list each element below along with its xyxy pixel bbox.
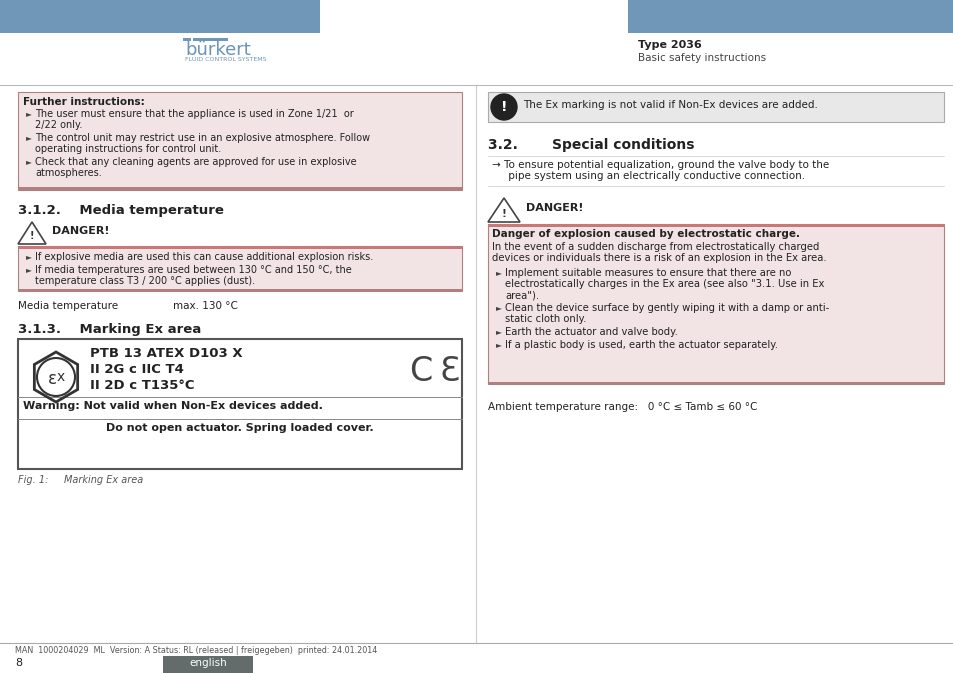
Text: Media temperature: Media temperature	[18, 301, 118, 311]
Text: Type 2036: Type 2036	[638, 40, 701, 50]
Text: II 2G c IIC T4: II 2G c IIC T4	[90, 363, 184, 376]
Text: temperature class T3 / 200 °C applies (dust).: temperature class T3 / 200 °C applies (d…	[35, 276, 254, 286]
Text: DANGER!: DANGER!	[525, 203, 583, 213]
Text: !: !	[500, 100, 507, 114]
Text: Check that any cleaning agents are approved for use in explosive: Check that any cleaning agents are appro…	[35, 157, 356, 167]
Text: english: english	[189, 658, 227, 668]
Text: area").: area").	[504, 290, 538, 300]
Text: If a plastic body is used, earth the actuator separately.: If a plastic body is used, earth the act…	[504, 340, 778, 350]
Text: → To ensure potential equalization, ground the valve body to the: → To ensure potential equalization, grou…	[492, 160, 828, 170]
Bar	[488, 224, 943, 227]
Text: Clean the device surface by gently wiping it with a damp or anti-: Clean the device surface by gently wipin…	[504, 303, 828, 313]
Circle shape	[491, 94, 517, 120]
Text: If explosive media are used this can cause additional explosion risks.: If explosive media are used this can cau…	[35, 252, 373, 262]
Text: Do not open actuator. Spring loaded cover.: Do not open actuator. Spring loaded cove…	[106, 423, 374, 433]
Text: ►: ►	[26, 252, 31, 261]
Text: The Ex marking is not valid if Non-Ex devices are added.: The Ex marking is not valid if Non-Ex de…	[522, 100, 817, 110]
Text: DANGER!: DANGER!	[52, 226, 110, 236]
Text: devices or individuals there is a risk of an explosion in the Ex area.: devices or individuals there is a risk o…	[492, 253, 825, 263]
Bar	[183, 38, 191, 41]
Text: The control unit may restrict use in an explosive atmosphere. Follow: The control unit may restrict use in an …	[35, 133, 370, 143]
Text: PTB 13 ATEX D103 X: PTB 13 ATEX D103 X	[90, 347, 242, 360]
Text: Earth the actuator and valve body.: Earth the actuator and valve body.	[504, 327, 678, 337]
Text: 3.1.2.    Media temperature: 3.1.2. Media temperature	[18, 204, 224, 217]
Text: ►: ►	[496, 340, 501, 349]
Bar	[18, 339, 461, 469]
Bar	[18, 289, 461, 291]
Text: static cloth only.: static cloth only.	[504, 314, 586, 324]
Text: operating instructions for control unit.: operating instructions for control unit.	[35, 144, 221, 154]
Text: electrostatically charges in the Ex area (see also "3.1. Use in Ex: electrostatically charges in the Ex area…	[504, 279, 823, 289]
Bar	[18, 246, 461, 249]
Bar	[18, 92, 461, 190]
Text: ►: ►	[26, 157, 31, 166]
Text: ε: ε	[48, 370, 57, 388]
Text: ►: ►	[496, 268, 501, 277]
Text: ►: ►	[26, 109, 31, 118]
Text: C Ɛ: C Ɛ	[410, 355, 459, 388]
Text: Implement suitable measures to ensure that there are no: Implement suitable measures to ensure th…	[504, 268, 791, 278]
Text: pipe system using an electrically conductive connection.: pipe system using an electrically conduc…	[492, 171, 804, 181]
Text: If media temperatures are used between 130 °C and 150 °C, the: If media temperatures are used between 1…	[35, 265, 352, 275]
Text: The user must ensure that the appliance is used in Zone 1/21  or: The user must ensure that the appliance …	[35, 109, 354, 119]
Text: ►: ►	[496, 327, 501, 336]
Text: ►: ►	[26, 265, 31, 274]
Text: !: !	[501, 209, 506, 219]
Bar	[488, 92, 943, 122]
Text: bürkert: bürkert	[185, 41, 251, 59]
Text: atmospheres.: atmospheres.	[35, 168, 102, 178]
Text: 3.1.3.    Marking Ex area: 3.1.3. Marking Ex area	[18, 323, 201, 336]
Bar	[488, 224, 943, 384]
Text: Basic safety instructions: Basic safety instructions	[638, 53, 765, 63]
Bar	[18, 187, 461, 190]
Bar	[163, 656, 253, 673]
Text: FLUID CONTROL SYSTEMS: FLUID CONTROL SYSTEMS	[185, 57, 266, 62]
Text: Ambient temperature range:   0 °C ≤ Tamb ≤ 60 °C: Ambient temperature range: 0 °C ≤ Tamb ≤…	[488, 402, 757, 412]
Bar	[193, 38, 228, 41]
Text: II 2D c T135°C: II 2D c T135°C	[90, 379, 194, 392]
Text: ►: ►	[496, 303, 501, 312]
Bar	[627, 0, 953, 33]
Text: max. 130 °C: max. 130 °C	[172, 301, 237, 311]
Text: Danger of explosion caused by electrostatic charge.: Danger of explosion caused by electrosta…	[492, 229, 800, 239]
Text: Further instructions:: Further instructions:	[23, 97, 145, 107]
Text: In the event of a sudden discharge from electrostatically charged: In the event of a sudden discharge from …	[492, 242, 819, 252]
Text: x: x	[57, 370, 65, 384]
Text: !: !	[30, 231, 34, 241]
Bar	[18, 246, 461, 291]
Text: Fig. 1:     Marking Ex area: Fig. 1: Marking Ex area	[18, 475, 143, 485]
Text: MAN  1000204029  ML  Version: A Status: RL (released | freigegeben)  printed: 24: MAN 1000204029 ML Version: A Status: RL …	[15, 646, 376, 655]
Text: 2/22 only.: 2/22 only.	[35, 120, 82, 130]
Text: Warning: Not valid when Non-Ex devices added.: Warning: Not valid when Non-Ex devices a…	[23, 401, 322, 411]
Text: 3.2.       Special conditions: 3.2. Special conditions	[488, 138, 694, 152]
Bar	[488, 382, 943, 384]
Text: 8: 8	[15, 658, 22, 668]
Bar	[0, 0, 319, 33]
Text: ►: ►	[26, 133, 31, 142]
